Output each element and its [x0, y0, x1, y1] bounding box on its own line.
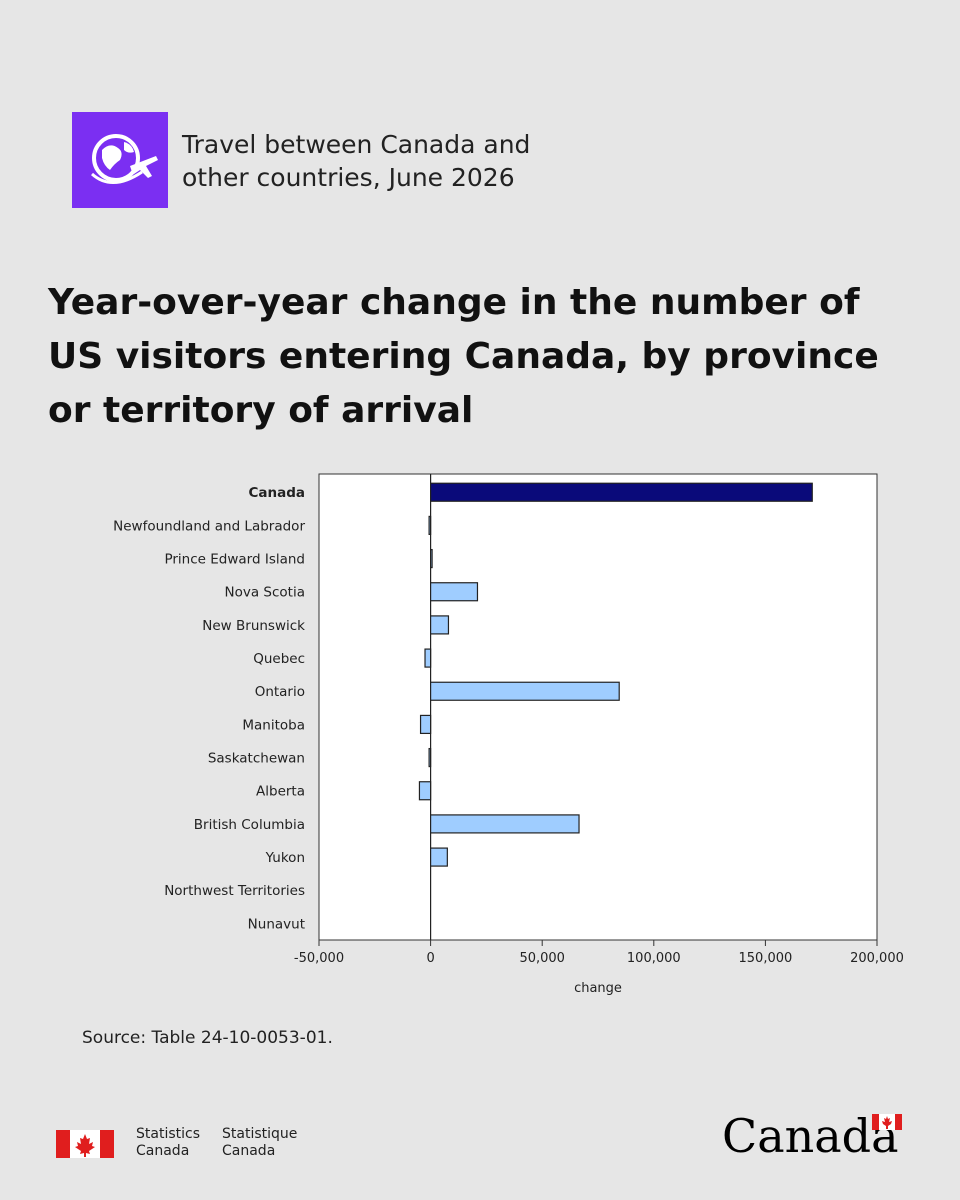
- plot-area: [318, 473, 878, 941]
- bar: [430, 681, 620, 701]
- category-label: New Brunswick: [202, 618, 305, 634]
- category-label: Canada: [248, 485, 305, 501]
- canada-flag-icon: [56, 1130, 114, 1158]
- bar: [430, 548, 433, 569]
- category-label: Alberta: [256, 784, 305, 800]
- category-label: Newfoundland and Labrador: [113, 518, 305, 534]
- agency-en-line1: Statistics: [136, 1126, 200, 1142]
- agency-fr-line1: Statistique: [222, 1126, 298, 1142]
- bar: [418, 781, 432, 801]
- x-tick-label: 200,000: [850, 951, 904, 966]
- bar: [430, 582, 479, 602]
- category-label: Saskatchewan: [208, 751, 305, 767]
- bar: [430, 814, 580, 834]
- wordmark-flag-icon: [872, 1114, 902, 1130]
- x-tick-label: 100,000: [627, 951, 681, 966]
- bar: [424, 648, 432, 668]
- globe-airplane-icon: [72, 112, 168, 208]
- category-label: Quebec: [253, 651, 305, 667]
- bar: [428, 515, 432, 536]
- x-tick-label: 150,000: [739, 951, 793, 966]
- wordmark-text: Canada: [722, 1109, 899, 1163]
- category-label: British Columbia: [194, 817, 305, 833]
- x-tick-label: 50,000: [519, 951, 565, 966]
- agency-en-line2: Canada: [136, 1143, 190, 1159]
- bar: [428, 747, 432, 768]
- canada-wordmark: Canada: [722, 1108, 912, 1164]
- bar: [430, 615, 450, 635]
- x-tick-label: -50,000: [294, 951, 344, 966]
- x-tick-label: 0: [426, 951, 434, 966]
- category-label: Ontario: [255, 684, 305, 700]
- category-label: Nunavut: [248, 916, 305, 932]
- chart-title: Year-over-year change in the number of U…: [48, 282, 879, 431]
- bar: [419, 714, 432, 735]
- bar: [430, 482, 813, 502]
- agency-name-fr: Statistique Canada: [222, 1126, 297, 1160]
- bar: [430, 847, 448, 867]
- agency-fr-line2: Canada: [222, 1143, 276, 1159]
- release-title: Travel between Canada and other countrie…: [182, 130, 531, 192]
- category-label: Prince Edward Island: [164, 552, 305, 568]
- category-label: Yukon: [265, 850, 305, 866]
- x-axis-label: change: [574, 981, 622, 996]
- agency-name-en: Statistics Canada: [136, 1126, 200, 1160]
- category-label: Northwest Territories: [164, 883, 305, 899]
- category-label: Manitoba: [242, 717, 305, 733]
- source-note: Source: Table 24-10-0053-01.: [82, 1028, 333, 1048]
- bar-chart: -50,000 0 50,000 100,000 150,000 200,000 chang…: [0, 460, 960, 1020]
- category-label: Nova Scotia: [225, 585, 305, 601]
